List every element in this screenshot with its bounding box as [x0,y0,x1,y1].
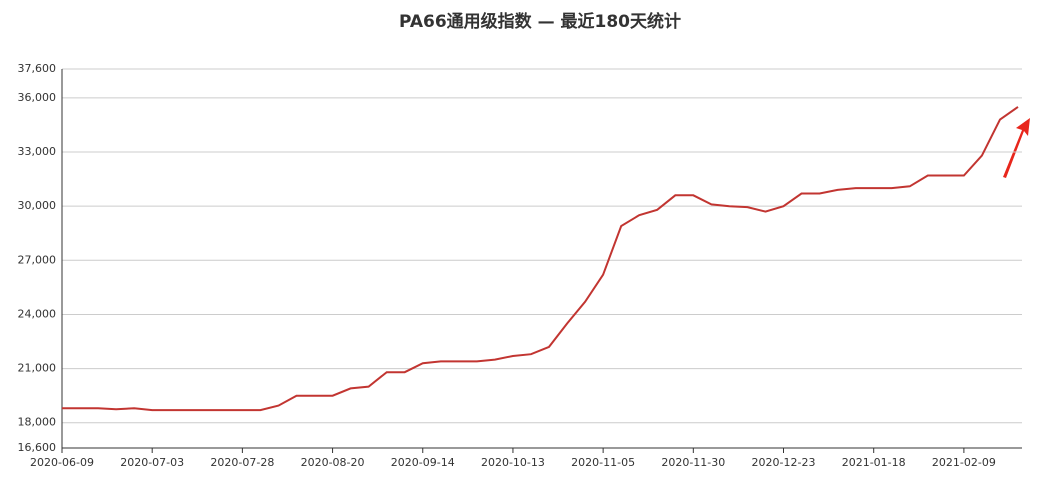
y-tick-label: 36,000 [18,91,57,104]
chart-title: PA66通用级指数 — 最近180天统计 [399,11,681,32]
y-tick-label: 33,000 [18,145,57,158]
line [62,106,1019,412]
y-tick-label: 30,000 [18,199,57,212]
x-tick-label: 2021-01-18 [842,456,906,469]
x-tick-label: 2020-06-09 [30,456,94,469]
y-tick-label: 18,000 [18,416,57,429]
y-tick-label: 16,600 [18,441,57,454]
y-tick-label: 21,000 [18,362,57,375]
x-tick-label: 2020-12-23 [752,456,816,469]
x-tick-label: 2020-08-20 [301,456,365,469]
x-tick-label: 2020-07-03 [120,456,184,469]
y-tick-label: 27,000 [18,253,57,266]
x-tick-label: 2020-10-13 [481,456,545,469]
x-tick-label: 2020-11-30 [661,456,725,469]
arrow [1003,118,1030,178]
x-tick-label: 2020-09-14 [391,456,455,469]
x-tick-label: 2020-11-05 [571,456,635,469]
x-tick-label: 2021-02-09 [932,456,996,469]
x-tick-label: 2020-07-28 [210,456,274,469]
y-tick-label: 37,600 [18,62,57,75]
y-tick-label: 24,000 [18,307,57,320]
